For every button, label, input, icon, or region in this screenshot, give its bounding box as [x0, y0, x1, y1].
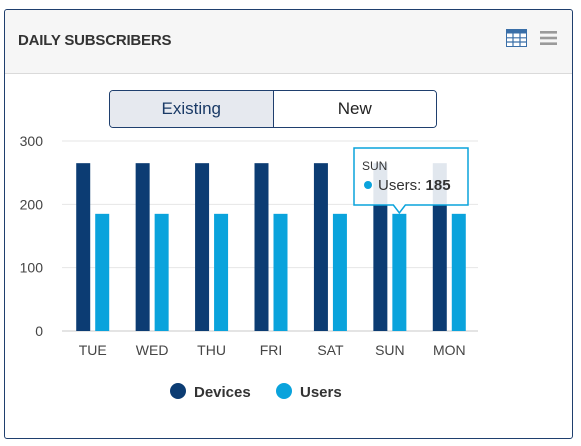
x-tick-label: SAT: [317, 342, 344, 358]
bar-devices-sat[interactable]: [313, 163, 328, 331]
widget-title: DAILY SUBSCRIBERS: [18, 32, 172, 49]
legend-label-users[interactable]: Users: [300, 384, 342, 401]
bar-devices-fri[interactable]: [254, 163, 269, 331]
bar-devices-wed[interactable]: [135, 163, 150, 331]
new-toggle-button[interactable]: New: [273, 91, 436, 127]
bar-devices-tue[interactable]: [76, 163, 91, 331]
bar-devices-thu[interactable]: [195, 163, 210, 331]
bar-users-thu[interactable]: [214, 213, 229, 331]
x-tick-label: THU: [197, 342, 226, 358]
bar-users-mon[interactable]: [451, 213, 466, 331]
x-tick-label: WED: [136, 342, 169, 358]
bar-users-fri[interactable]: [273, 213, 288, 331]
legend-marker-devices: [170, 383, 186, 399]
tooltip-value-text: Users: 185: [378, 177, 451, 194]
tooltip-day: SUN: [362, 159, 387, 173]
x-tick-label: FRI: [260, 342, 283, 358]
bar-users-wed[interactable]: [154, 213, 169, 331]
x-tick-label: MON: [433, 342, 466, 358]
legend-label-devices[interactable]: Devices: [194, 384, 251, 401]
menu-icon[interactable]: [538, 29, 559, 47]
y-tick-label: 100: [20, 260, 44, 276]
bar-users-sun[interactable]: [392, 213, 407, 331]
header-actions: [506, 29, 559, 47]
y-tick-label: 200: [20, 196, 44, 212]
table-view-icon[interactable]: [506, 29, 527, 47]
x-tick-label: SUN: [375, 342, 405, 358]
legend-marker-users: [276, 383, 292, 399]
existing-new-toggle: Existing New: [109, 90, 437, 128]
widget-header: DAILY SUBSCRIBERS: [5, 10, 572, 74]
existing-toggle-button[interactable]: Existing: [110, 91, 274, 127]
y-tick-label: 0: [35, 323, 43, 339]
x-tick-label: TUE: [79, 342, 107, 358]
bar-users-tue[interactable]: [95, 213, 110, 331]
tooltip-series-marker: [364, 181, 372, 189]
y-tick-label: 300: [20, 133, 44, 149]
bar-users-sat[interactable]: [332, 213, 347, 331]
chart-tooltip: [353, 147, 469, 215]
